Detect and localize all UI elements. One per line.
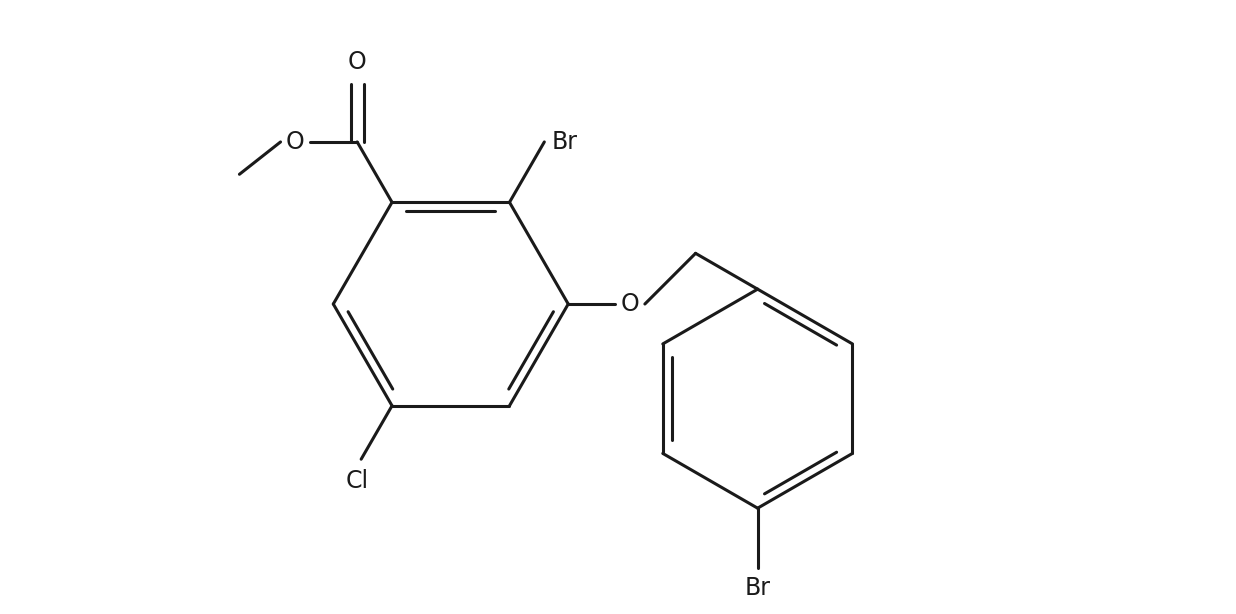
- Text: Br: Br: [551, 130, 577, 154]
- Text: O: O: [347, 50, 367, 74]
- Text: O: O: [286, 130, 305, 154]
- Text: Br: Br: [744, 576, 770, 600]
- Text: O: O: [620, 292, 639, 316]
- Text: Cl: Cl: [346, 469, 368, 493]
